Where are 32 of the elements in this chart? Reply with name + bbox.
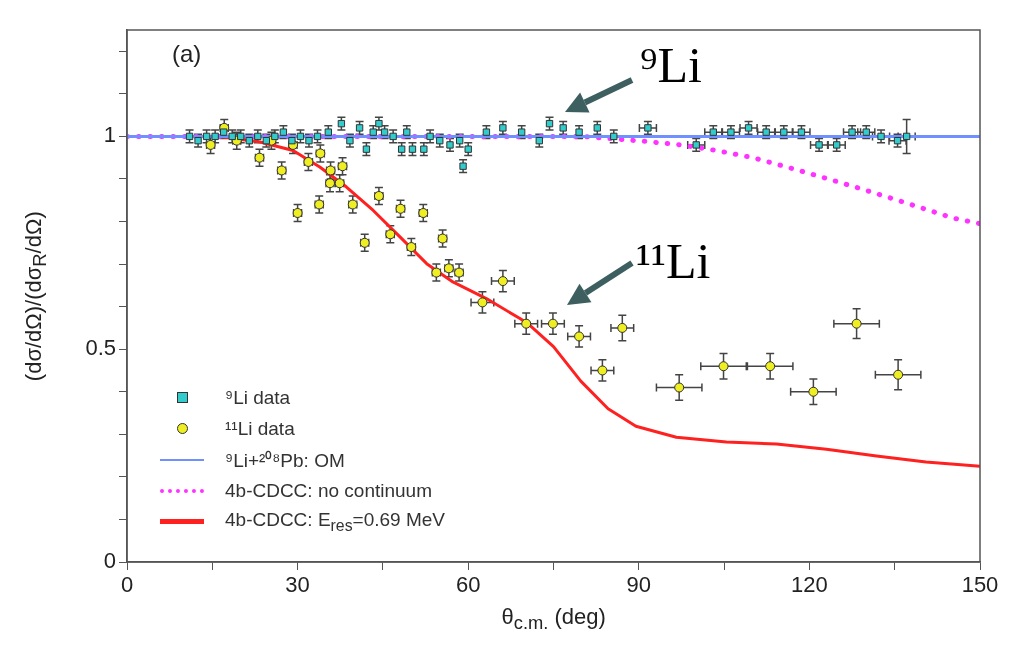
- x-tick-label: 60: [455, 572, 481, 598]
- point: [547, 318, 558, 329]
- y-tick-label: 0: [103, 548, 116, 574]
- point: [808, 386, 819, 397]
- point: [574, 331, 585, 342]
- point: [718, 361, 729, 372]
- x-tick-label: 0: [120, 572, 134, 598]
- point: [674, 382, 685, 393]
- x-tick-label: 120: [791, 572, 828, 598]
- point: [477, 297, 488, 308]
- y-tick-label: 0.5: [85, 335, 116, 361]
- point: [497, 276, 508, 287]
- y-tick-label: 1: [103, 122, 116, 148]
- legend-label: ⁹Li+²⁰⁸Pb: OM: [225, 448, 345, 473]
- x-tick-label: 30: [285, 572, 310, 598]
- point: [851, 318, 862, 329]
- point: [617, 322, 628, 333]
- point: [893, 369, 904, 380]
- point: [765, 361, 776, 372]
- point: [521, 318, 532, 329]
- annotation: ⁹Li: [640, 37, 702, 93]
- point: [597, 365, 608, 376]
- chart-title: (a): [172, 40, 202, 68]
- legend-label: ⁹Li data: [225, 386, 291, 409]
- x-tick-label: 90: [626, 572, 652, 598]
- legend-label: 4b-CDCC: E$_{res}$=0.69 MeV: [225, 508, 445, 535]
- legend-label: 4b-CDCC: no continuum: [225, 479, 432, 502]
- x-axis-title: θ$_{c.m.}$ (deg): [501, 604, 606, 635]
- x-tick-label: 150: [961, 572, 999, 598]
- legend-label: ¹¹Li data: [225, 417, 295, 440]
- point: [902, 132, 911, 141]
- annotation: ¹¹Li: [636, 233, 711, 289]
